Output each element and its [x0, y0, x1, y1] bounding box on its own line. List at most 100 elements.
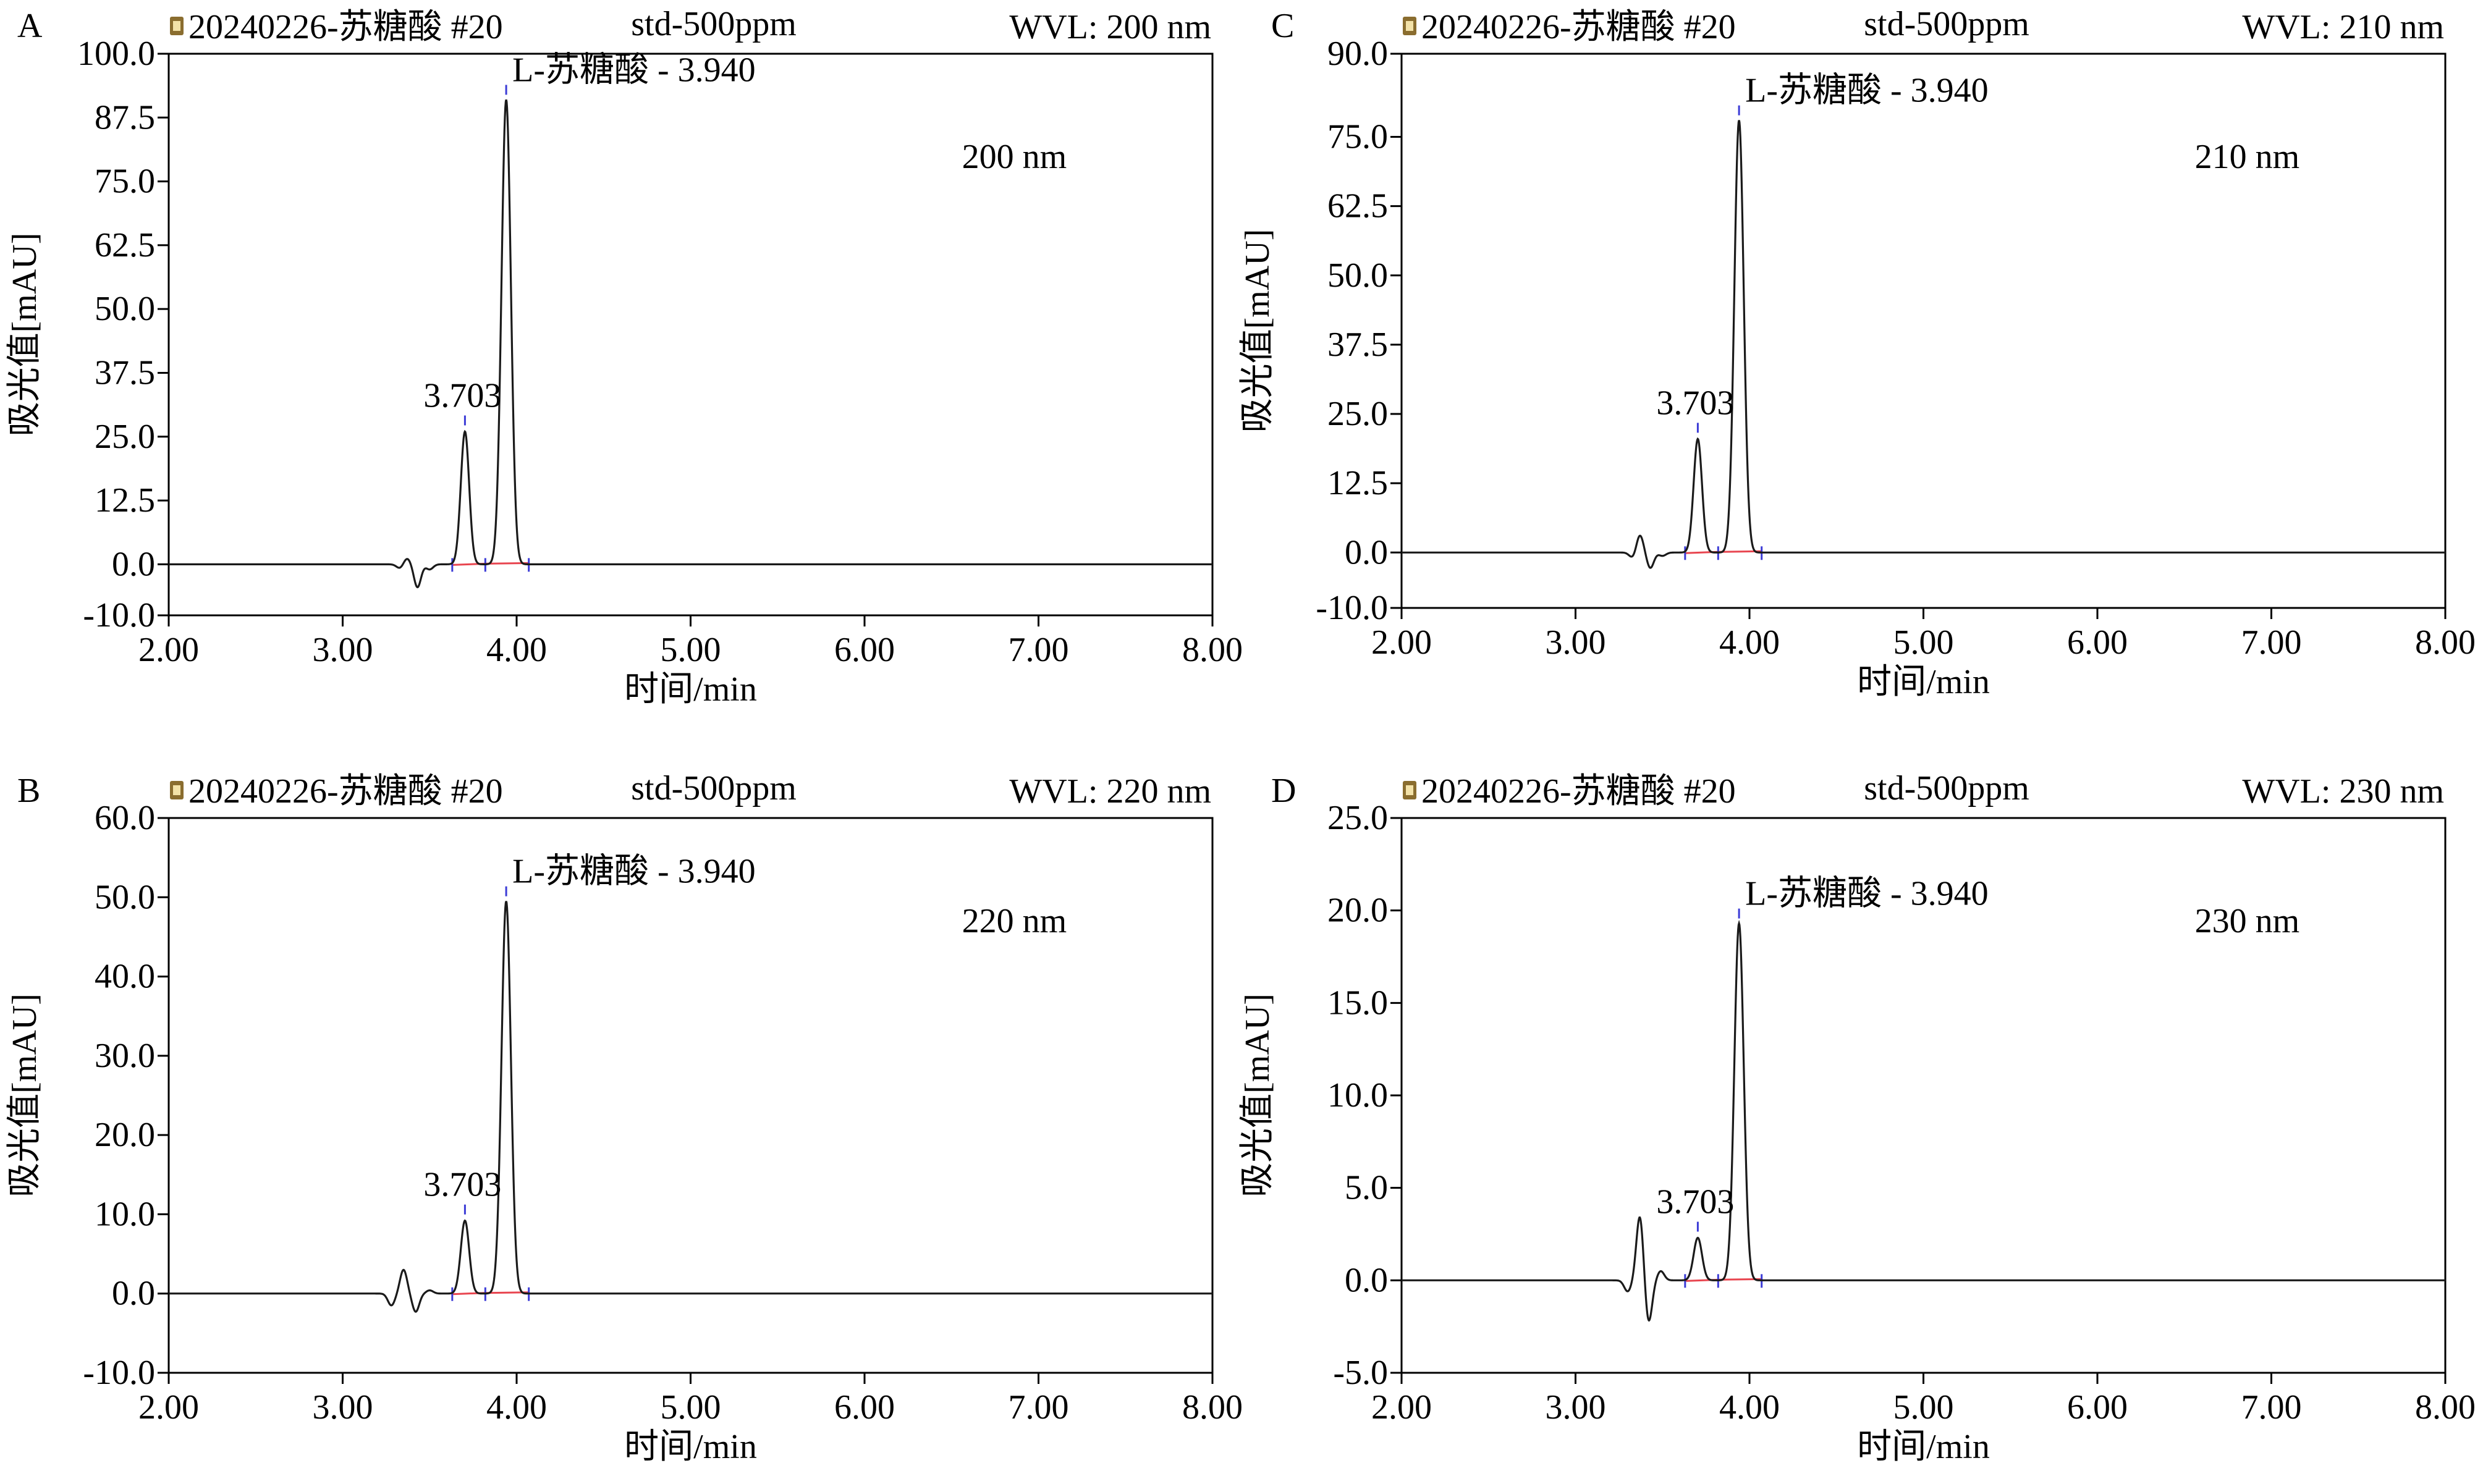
- x-tick-label: 3.00: [1546, 623, 1606, 662]
- peak-label-3-703: 3.703: [423, 1166, 501, 1204]
- chromatogram-trace: [169, 901, 1212, 1313]
- y-tick-label: 37.5: [1327, 326, 1388, 364]
- sample-label: std-500ppm: [631, 5, 797, 43]
- x-tick-label: 8.00: [2415, 623, 2476, 662]
- x-tick-label: 4.00: [1719, 623, 1780, 662]
- chromatogram-trace: [1402, 919, 2445, 1322]
- x-tick-label: 8.00: [1182, 1388, 1243, 1427]
- x-tick-label: 7.00: [2241, 623, 2302, 662]
- x-axis-label: 时间/min: [1857, 1428, 1990, 1466]
- file-icon-window: [1406, 21, 1413, 31]
- y-tick-label: 12.5: [95, 481, 155, 520]
- peak-label-l-threonic-acid: L-苏糖酸 - 3.940: [1745, 72, 1989, 110]
- y-tick-label: 10.0: [1327, 1076, 1388, 1115]
- y-tick-label: 75.0: [95, 162, 155, 201]
- x-tick-label: 5.00: [1893, 623, 1954, 662]
- peak-label-l-threonic-acid: L-苏糖酸 - 3.940: [512, 853, 756, 891]
- x-tick-label: 2.00: [138, 631, 199, 669]
- y-axis-label: 吸光值[mAU]: [6, 993, 44, 1197]
- y-tick-label: 37.5: [95, 353, 155, 392]
- wavelength-annotation: 220 nm: [962, 902, 1067, 940]
- chart-panel-d: D 20240226-苏糖酸 #20 std-500ppm WVL: 230 nm -5…: [1238, 769, 2476, 1466]
- y-tick-label: 5.0: [1345, 1169, 1388, 1207]
- y-tick-label: 0.0: [1345, 1261, 1388, 1299]
- y-tick-label: 50.0: [95, 290, 155, 328]
- wavelength-label: WVL: 200 nm: [1009, 8, 1211, 46]
- y-tick-label: -5.0: [1333, 1354, 1388, 1392]
- y-tick-label: 62.5: [1327, 187, 1388, 226]
- y-tick-label: 40.0: [95, 958, 155, 996]
- y-tick-label: 25.0: [1327, 799, 1388, 837]
- y-tick-label: 0.0: [112, 545, 155, 583]
- file-label: 20240226-苏糖酸 #20: [1421, 772, 1736, 811]
- peak-label-3-703: 3.703: [1656, 384, 1734, 422]
- file-label: 20240226-苏糖酸 #20: [1421, 8, 1736, 46]
- y-tick-label: -10.0: [83, 1354, 155, 1392]
- y-tick-label: 12.5: [1327, 464, 1388, 502]
- file-icon: [1403, 781, 1416, 799]
- x-tick-label: 6.00: [834, 631, 895, 669]
- y-tick-label: 30.0: [95, 1037, 155, 1075]
- chart-panel-a: A 20240226-苏糖酸 #20 std-500ppm WVL: 200 nm -1…: [6, 5, 1243, 709]
- panel-letter: B: [17, 772, 40, 810]
- file-icon: [170, 17, 184, 35]
- y-tick-label: 62.5: [95, 226, 155, 264]
- y-tick-label: 25.0: [1327, 395, 1388, 433]
- x-tick-label: 5.00: [661, 1388, 721, 1427]
- plot-frame: [1400, 53, 2447, 609]
- x-axis-label: 时间/min: [1857, 663, 1990, 701]
- peak-label-l-threonic-acid: L-苏糖酸 - 3.940: [1745, 875, 1989, 913]
- x-tick-label: 2.00: [138, 1388, 199, 1427]
- panel-letter: C: [1271, 7, 1294, 45]
- panel-letter: D: [1271, 772, 1296, 810]
- x-tick-label: 6.00: [834, 1388, 895, 1427]
- y-tick-label: 75.0: [1327, 118, 1388, 156]
- wavelength-annotation: 200 nm: [962, 138, 1067, 176]
- x-tick-label: 4.00: [486, 1388, 547, 1427]
- peak-label-l-threonic-acid: L-苏糖酸 - 3.940: [512, 51, 756, 89]
- sample-label: std-500ppm: [1864, 769, 2029, 807]
- y-tick-label: 0.0: [112, 1275, 155, 1313]
- file-label: 20240226-苏糖酸 #20: [188, 772, 503, 811]
- panel-letter: A: [17, 7, 43, 45]
- x-tick-label: 4.00: [486, 631, 547, 669]
- y-tick-label: 20.0: [1327, 892, 1388, 930]
- x-tick-label: 8.00: [2415, 1388, 2476, 1427]
- x-tick-label: 5.00: [1893, 1388, 1954, 1427]
- file-icon: [1403, 17, 1416, 35]
- x-tick-label: 7.00: [1009, 1388, 1069, 1427]
- wavelength-label: WVL: 210 nm: [2242, 8, 2444, 46]
- peak-label-3-703: 3.703: [423, 377, 501, 415]
- x-tick-label: 2.00: [1371, 1388, 1432, 1427]
- chromatogram-trace: [1402, 120, 2445, 569]
- wavelength-annotation: 230 nm: [2195, 902, 2300, 940]
- y-axis-label: 吸光值[mAU]: [6, 233, 44, 437]
- wavelength-label: WVL: 220 nm: [1009, 772, 1211, 811]
- x-tick-label: 2.00: [1371, 623, 1432, 662]
- file-icon: [170, 781, 184, 799]
- y-tick-label: 50.0: [95, 878, 155, 916]
- file-label: 20240226-苏糖酸 #20: [188, 8, 503, 46]
- x-tick-label: 6.00: [2067, 623, 2128, 662]
- x-tick-label: 3.00: [313, 631, 373, 669]
- x-axis-label: 时间/min: [624, 670, 757, 709]
- y-tick-label: 15.0: [1327, 984, 1388, 1022]
- x-tick-label: 6.00: [2067, 1388, 2128, 1427]
- x-tick-label: 5.00: [661, 631, 721, 669]
- file-icon-window: [173, 785, 180, 795]
- x-tick-label: 3.00: [313, 1388, 373, 1427]
- y-tick-label: 0.0: [1345, 533, 1388, 571]
- file-icon-window: [1406, 785, 1413, 795]
- y-tick-label: 90.0: [1327, 35, 1388, 73]
- y-tick-label: -10.0: [83, 596, 155, 634]
- plot-frame: [167, 817, 1214, 1374]
- y-tick-label: 50.0: [1327, 256, 1388, 295]
- x-tick-label: 4.00: [1719, 1388, 1780, 1427]
- y-tick-label: 100.0: [77, 35, 155, 73]
- sample-label: std-500ppm: [631, 769, 797, 807]
- x-tick-label: 7.00: [2241, 1388, 2302, 1427]
- x-tick-label: 8.00: [1182, 631, 1243, 669]
- file-icon-window: [173, 21, 180, 31]
- x-tick-label: 3.00: [1546, 1388, 1606, 1427]
